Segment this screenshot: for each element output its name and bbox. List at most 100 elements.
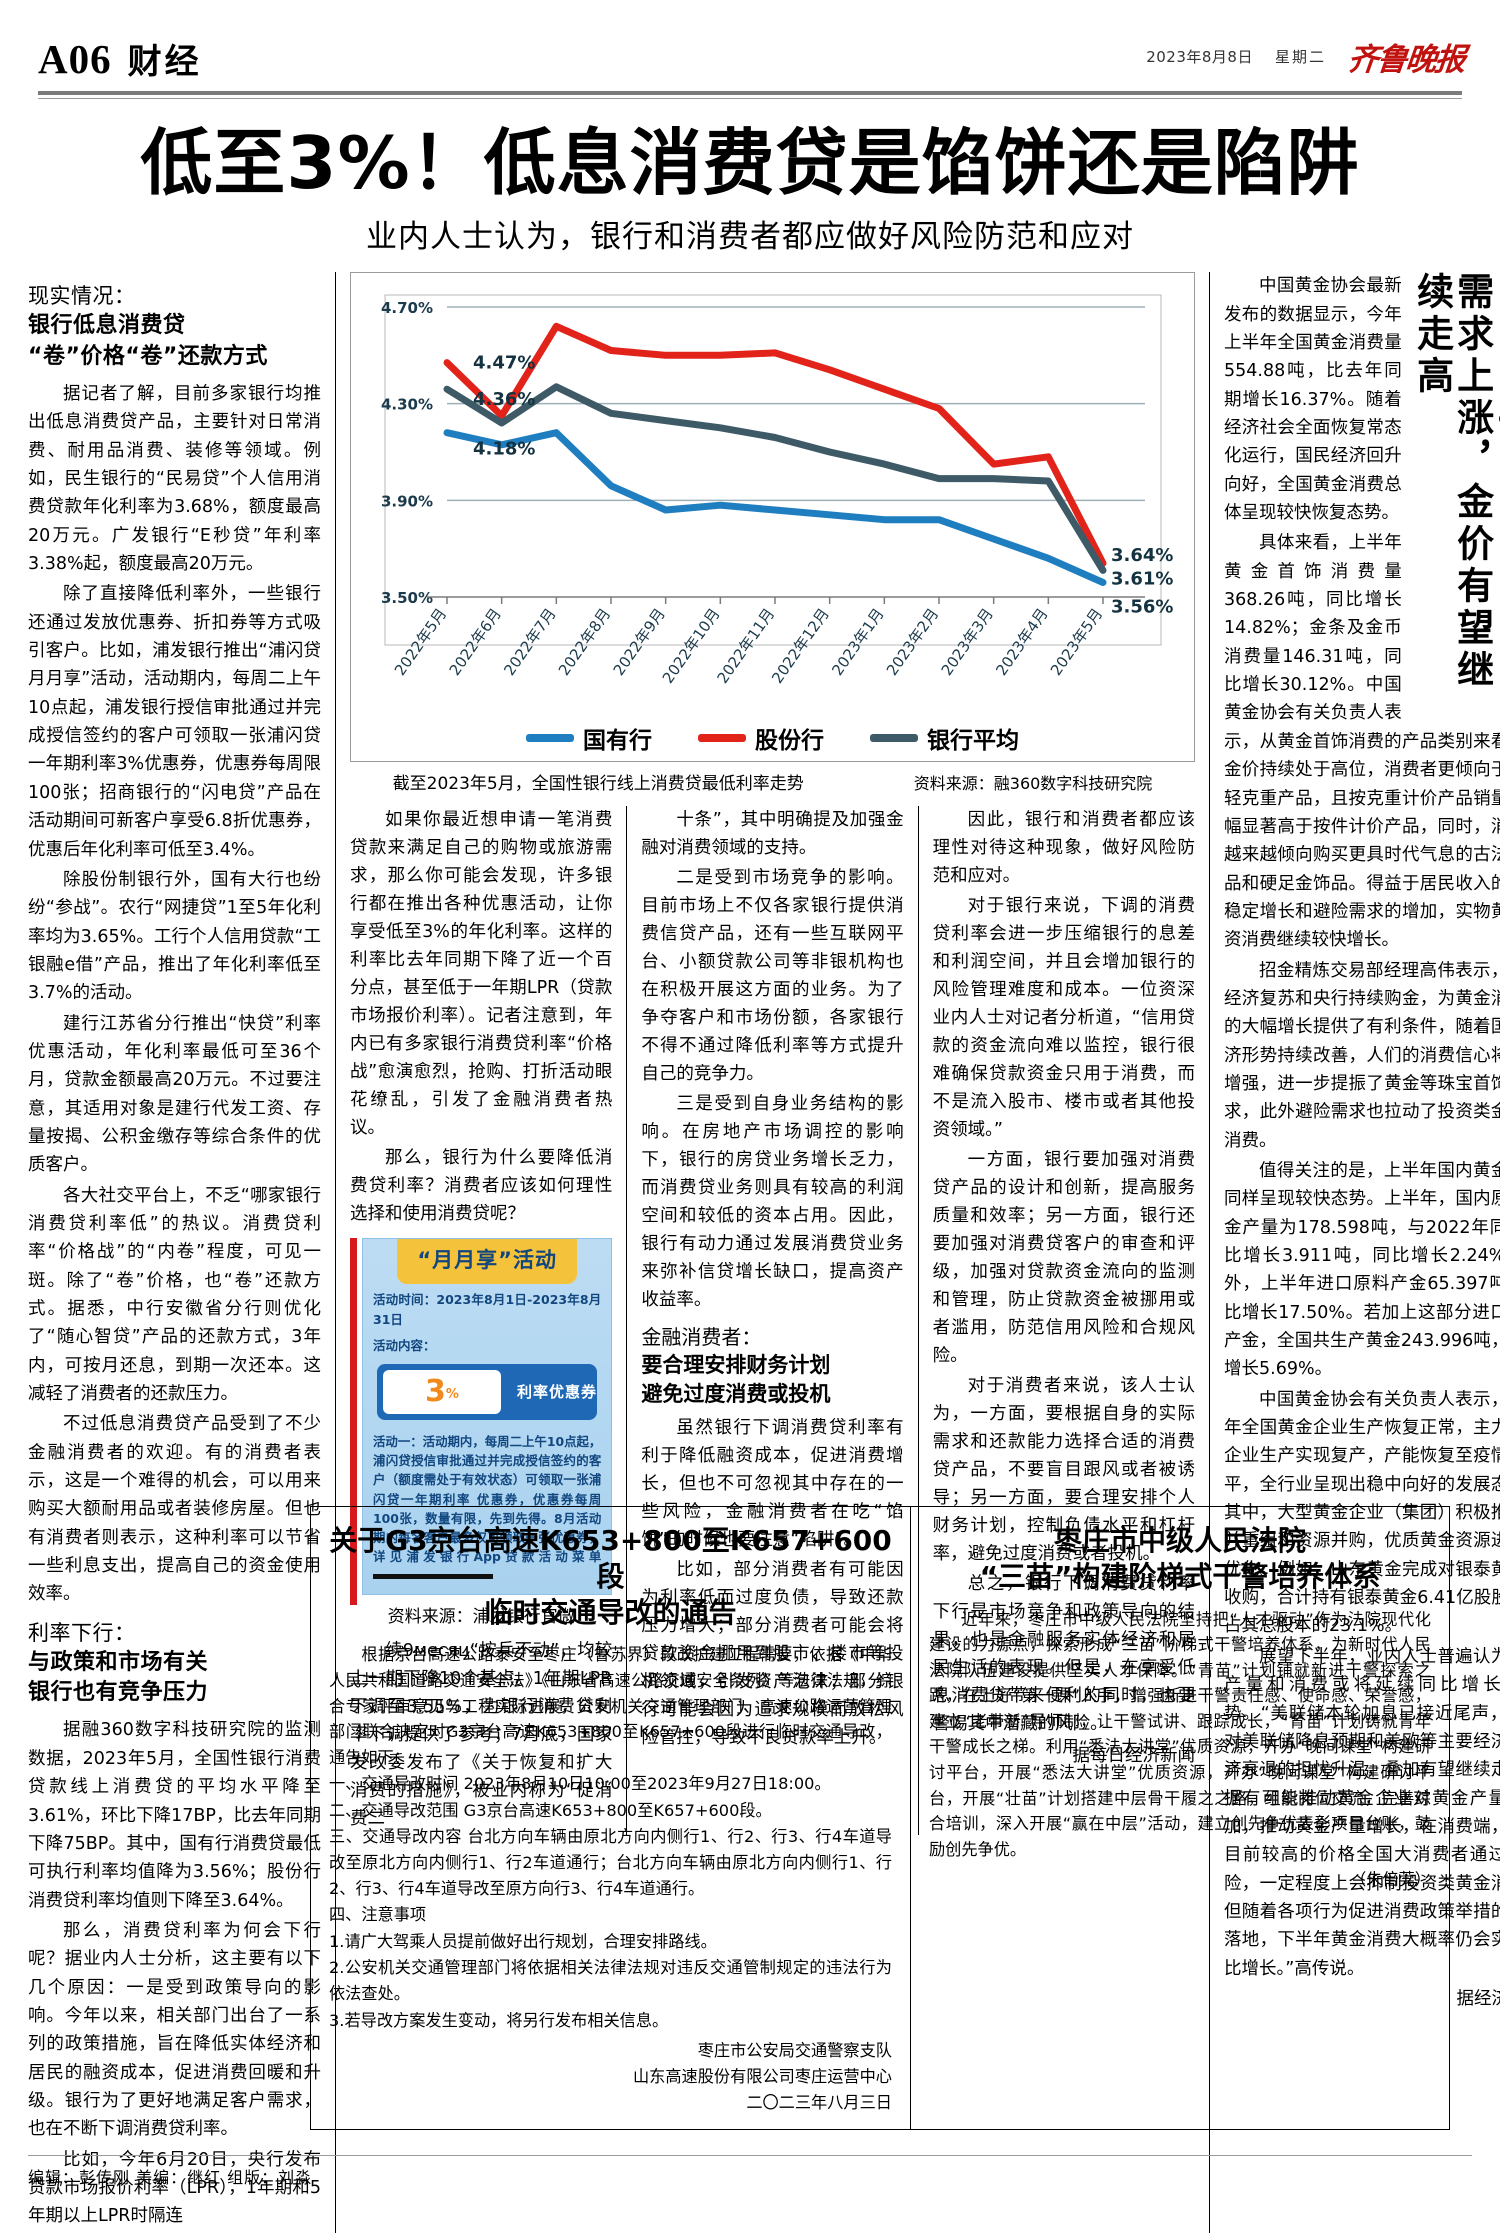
paragraph: 值得关注的是，上半年国内黄金产量同样呈现较快态势。上半年，国内原料黄金产量为17… [1224, 1160, 1500, 1380]
paragraph: 虽然银行下调消费贷利率有利于降低融资成本，促进消费增长，但也不可忽视其中存在的一… [641, 1418, 904, 1550]
main-headline: 低至3%！低息消费贷是馅饼还是陷阱 [140, 121, 1360, 205]
paragraph: 根据京台高速公路泰安至枣庄（鲁苏界）段改扩建工程需要，依据《中华人民共和国道路交… [329, 1645, 892, 1767]
x-axis-tick: 2023年4月 [992, 605, 1051, 679]
ad-body-span: 活动一：活动期内，每周二上午10点起，浦闪贷授信审批通过并完成授信签约的客户（额… [373, 1433, 602, 1565]
sub-headline: 业内人士认为，银行和消费者都应做好风险防范和应对 [366, 219, 1134, 256]
column-2: 如果你最近想申请一笔消费贷款来满足自己的购物或旅游需求，那么你可能会发现，许多银… [350, 806, 613, 1835]
col2-body-after: 续9месяц“按兵不动”，均较上一期下降10个基点。1年期LPR下调至3.55… [350, 1637, 612, 1833]
col3-heading-lead: 金融消费者： [641, 1325, 762, 1350]
data-point-label: 4.18% [473, 439, 535, 460]
paragraph: 招金精炼交易部经理高伟表示，我国经济复苏和央行持续购金，为黄金消费量的大幅增长提… [1224, 960, 1500, 1151]
paragraph: 一、交通导改时间 2023年8月10日10:00至2023年9月27日18:00… [329, 1774, 831, 1794]
col3-body-2: 虽然银行下调消费贷利率有利于降低融资成本，促进消费增长，但也不可忽视其中存在的一… [641, 1414, 903, 1752]
notice-box-highway: 关于G3京台高速K653+800至K657+600段 临时交通导改的通告 根据京台… [310, 1505, 910, 2130]
paper-logo: 齐鲁晚报 [1345, 42, 1466, 77]
chart-caption: 截至2023年5月，全国性银行线上消费贷最低利率走势 [392, 774, 804, 795]
ad-banner-title: “月月享”活动 [397, 1239, 578, 1284]
paragraph: 建行江苏省分行推出“快贷”利率优惠活动，年化利率最低可至36个月，贷款金额最高2… [28, 1013, 321, 1176]
ad-time-label: 活动时间： [373, 1291, 437, 1307]
col1-heading2-lead: 利率下行： [28, 1620, 136, 1645]
legend-swatch [526, 734, 574, 743]
x-axis-tick: 2023年1月 [828, 605, 887, 679]
paragraph: 四、注意事项 [329, 1905, 427, 1925]
column-divider-1 [335, 272, 336, 2233]
col4-body: 因此，银行和消费者都应该理性对待这种现象，做好风险防范和应对。对于银行来说，下调… [933, 806, 1195, 1738]
ad-time-value: 2023年8月1日-2023年8月31日 [373, 1291, 602, 1327]
ad-content-label: 活动内容： [373, 1337, 436, 1353]
notice-1-body: 根据京台高速公路泰安至枣庄（鲁苏界）段改扩建工程需要，依据《中华人民共和国道路交… [329, 1642, 892, 2033]
series-end-label: 3.56% [1111, 597, 1173, 618]
ad-time-row: 活动时间：2023年8月1日-2023年8月31日 [363, 1284, 611, 1330]
column-3: 十条”，其中明确提及加强金融对消费领域的支持。 二是受到市场竞争的影响。目前市场上… [641, 806, 903, 1835]
y-axis-tick: 3.50% [381, 589, 433, 607]
publish-date: 2023年8月8日 [1146, 48, 1253, 66]
masthead-rule-thick [38, 91, 1462, 95]
x-axis-tick: 2022年6月 [446, 605, 505, 679]
paragraph: 一方面，银行要加强对消费贷产品的设计和创新，提高服务质量和效率；另一方面，银行还… [932, 1150, 1195, 1367]
bottom-notice-boxes: 关于G3京台高速K653+800至K657+600段 临时交通导改的通告 根据京台… [310, 1505, 1472, 2130]
col1-body: 据记者了解，目前多家银行均推出低息消费贷产品，主要针对日常消费、耐用品消费、装修… [28, 380, 321, 1609]
legend-label: 股份行 [755, 728, 824, 755]
vertical-title-wrap: 需求上涨，金价有望继续走高 上半年全国黄金消费量同比增16.37% [1410, 272, 1500, 702]
footer-rule [28, 2155, 1472, 2156]
chart-svg: 3.50% 3.90% 4.30% 4.70% 2022年5月2022年6月2022年7… [381, 294, 1173, 687]
paragraph: 那么，消费贷利率为何会下行呢？据业内人士分析，这主要有以下几个原因：一是受到政策… [28, 1920, 321, 2140]
paragraph: 比如，部分消费者有可能因为利率低而过度负债，导致还款压力增大；部分消费者可能会将… [641, 1560, 904, 1748]
legend-label: 银行平均 [927, 728, 1019, 755]
data-point-label: 4.36% [473, 389, 535, 410]
paragraph: 具体来看，上半年黄金首饰消费量368.26吨，同比增长14.82%；金条及金币消… [1224, 533, 1500, 951]
ad-coupon-value: 3% [383, 1369, 501, 1414]
interest-rate-line-chart: 3.50% 3.90% 4.30% 4.70% 2022年5月 2022年6月 2022年7… [361, 287, 1184, 717]
gold-article-subtitle: 上半年全国黄金消费量同比增16.37% [1495, 272, 1500, 441]
ad-coupon[interactable]: 3% 利率优惠券 [377, 1363, 598, 1420]
paragraph: 因此，银行和消费者都应该理性对待这种现象，做好风险防范和应对。 [932, 810, 1195, 887]
right-column-body: 中国黄金协会最新发布的数据显示，今年上半年全国黄金消费量554.88吨，比去年同… [1224, 272, 1500, 1983]
paragraph: 对于消费者来说，该人士认为，一方面，要根据自身的实际需求和还款能力选择合适的消费… [932, 1376, 1195, 1565]
ad-body-text: 活动一：活动期内，每周二上午10点起，浦闪贷授信审批通过并完成授信签约的客户（额… [363, 1428, 611, 1586]
paragraph: 十条”，其中明确提及加强金融对消费领域的支持。 [641, 810, 904, 859]
paragraph: 总之，银行下调消费贷利率下行是市场竞争和政策导向的结果，也是金融服务实体经济和居… [932, 1574, 1195, 1735]
col1-body-2: 据融360数字科技研究院的监测数据，2023年5月，全国性银行消费贷款线上消费贷… [28, 1716, 321, 2230]
paragraph: 续9месяц“按兵不动”，均较上一期下降10个基点。1年期LPR下调至3.55… [350, 1640, 613, 1829]
col1-heading-lead: 现实情况： [28, 284, 136, 309]
ad-coupon-label: 利率优惠券 [517, 1382, 598, 1401]
masthead-rule-thin [38, 98, 1462, 99]
legend-swatch [870, 734, 918, 743]
ad-coupon-number: 3 [425, 1373, 446, 1409]
chart-legend: 国有行 股份行 银行平均 [361, 721, 1184, 755]
page-footer: 编辑：彭传刚 美编：继红 组版：刘淼 [28, 2155, 1472, 2188]
paragraph: 据融360数字科技研究院的监测数据，2023年5月，全国性银行消费贷款线上消费贷… [28, 1720, 321, 1911]
paragraph: 3.若导改方案发生变动，将另行发布相关信息。 [329, 2010, 669, 2030]
y-axis-tick: 4.70% [381, 299, 433, 317]
legend-swatch [698, 734, 746, 743]
x-axis-tick: 2023年5月 [1047, 605, 1106, 679]
series-end-label: 3.64% [1111, 545, 1173, 566]
ad-source: 资料来源：浦发银行官微 [387, 1606, 575, 1627]
col1-heading-2: 利率下行： 与政策和市场有关 银行也有竞争压力 [28, 1619, 321, 1709]
paragraph: 三是受到自身业务结构的影响。在房地产市场调控的影响下，银行的房贷业务增长乏力，而… [641, 1094, 904, 1311]
notice-2-title: 枣庄市中级人民法院 “三苗”构建阶梯式干警培养体系 [979, 1523, 1381, 1593]
ad-red-bar [350, 1238, 357, 1605]
paragraph: 2.公安机关交通管理部门将依据相关法律法规对违反交通管制规定的违法行为依法查处。 [329, 1958, 892, 2004]
col1-heading2-main: 与政策和市场有关 银行也有竞争压力 [28, 1649, 209, 1706]
column-1: 现实情况： 银行低息消费贷 “卷”价格“卷”还款方式 据记者了解，目前多家银行均推… [28, 272, 321, 2232]
series-line-银行平均 [443, 383, 1107, 575]
ad-coupon-percent: % [445, 1387, 459, 1403]
ad-card: “月月享”活动 活动时间：2023年8月1日-2023年8月31日 活动内容： … [362, 1238, 613, 1595]
legend-label: 国有行 [583, 728, 652, 755]
col3-heading-main: 要合理安排财务计划 避免过度消费或投机 [641, 1353, 831, 1406]
paragraph: 那么，银行为什么要降低消费贷利率？消费者应该如何理性选择和使用消费贷呢？ [350, 1148, 613, 1225]
column-divider-2 [626, 806, 628, 1835]
legend-item-国有行: 国有行 [526, 721, 652, 755]
notice-box-court: 枣庄市中级人民法院 “三苗”构建阶梯式干警培养体系 近年来，枣庄市中级人民法院坚持… [910, 1505, 1450, 2130]
paragraph: 据记者了解，目前多家银行均推出低息消费贷产品，主要针对日常消费、耐用品消费、装修… [28, 384, 321, 575]
paragraph: 对于银行来说，下调的消费贷利率会进一步压缩银行的息差和利润空间，并且会增加银行的… [932, 896, 1195, 1141]
column-divider-4 [1209, 272, 1210, 2233]
gold-article-title: 需求上涨，金价有望继续走高 [1410, 272, 1494, 693]
data-point-label: 4.47% [473, 353, 535, 374]
notice-2-body: 近年来，枣庄市中级人民法院坚持把“人才驱动”作为法院现代化建设的力源点，探索形成… [929, 1607, 1431, 1863]
paragraph: 中国黄金协会最新发布的数据显示，今年上半年全国黄金消费量554.88吨，比去年同… [1224, 276, 1402, 524]
x-axis-tick: 2022年7月 [500, 605, 559, 679]
middle-three-columns: 如果你最近想申请一笔消费贷款来满足自己的购物或旅游需求，那么你可能会发现，许多银… [350, 806, 1195, 1835]
